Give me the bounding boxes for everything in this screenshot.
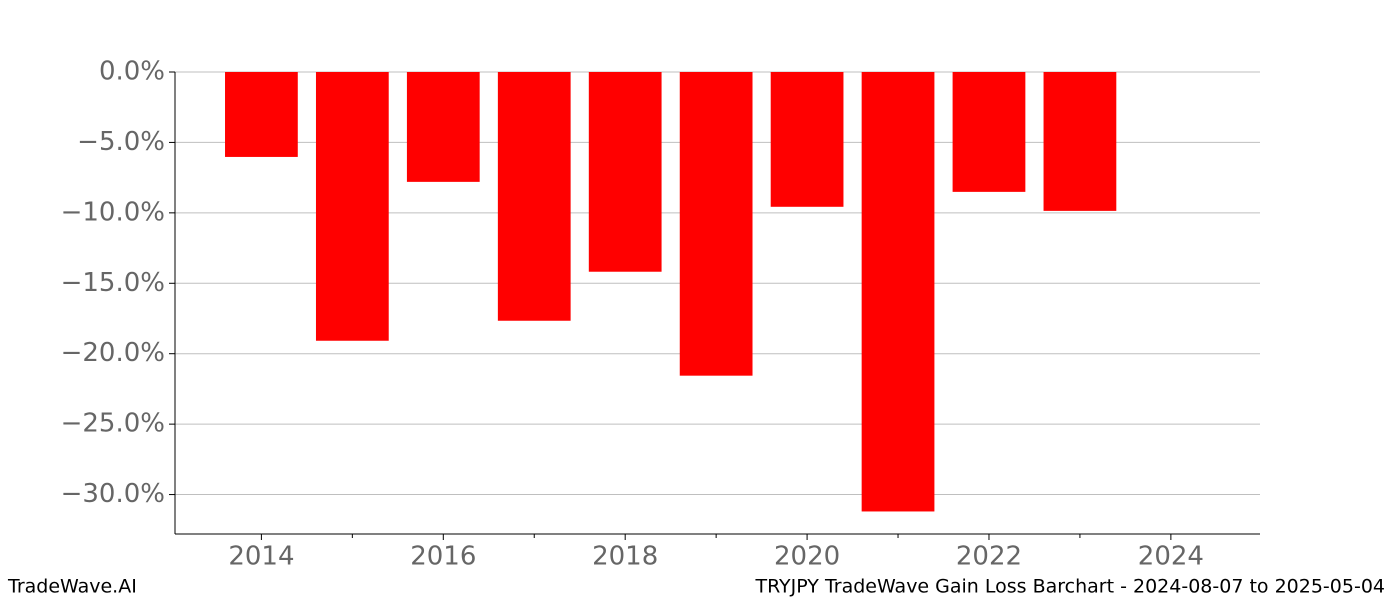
bar [770, 72, 844, 207]
y-tick-label: −25.0% [61, 409, 165, 439]
bar [225, 72, 298, 157]
brand: TradeWave.AI [7, 576, 137, 598]
x-tick-label: 2014 [228, 542, 294, 572]
bar [1043, 72, 1117, 211]
bar [588, 72, 662, 272]
y-tick-label: −20.0% [61, 338, 165, 368]
y-tick-label: −30.0% [61, 479, 165, 509]
y-tick-label: −10.0% [61, 197, 165, 227]
x-tick-label: 2016 [410, 542, 476, 572]
x-tick-label: 2018 [592, 542, 658, 572]
bar [861, 72, 935, 512]
x-tick-label: 2020 [774, 542, 840, 572]
x-tick-label: 2022 [956, 542, 1022, 572]
y-tick-label: −5.0% [77, 127, 165, 157]
bar [952, 72, 1026, 192]
y-tick-label: 0.0% [99, 57, 165, 87]
chart-title: TRYJPY TradeWave Gain Loss Barchart - 20… [754, 576, 1385, 598]
x-tick-label: 2024 [1138, 542, 1204, 572]
y-tick-label: −15.0% [61, 268, 165, 298]
bar [679, 72, 753, 376]
bar [406, 72, 480, 182]
bar [497, 72, 571, 321]
bar [315, 72, 389, 341]
